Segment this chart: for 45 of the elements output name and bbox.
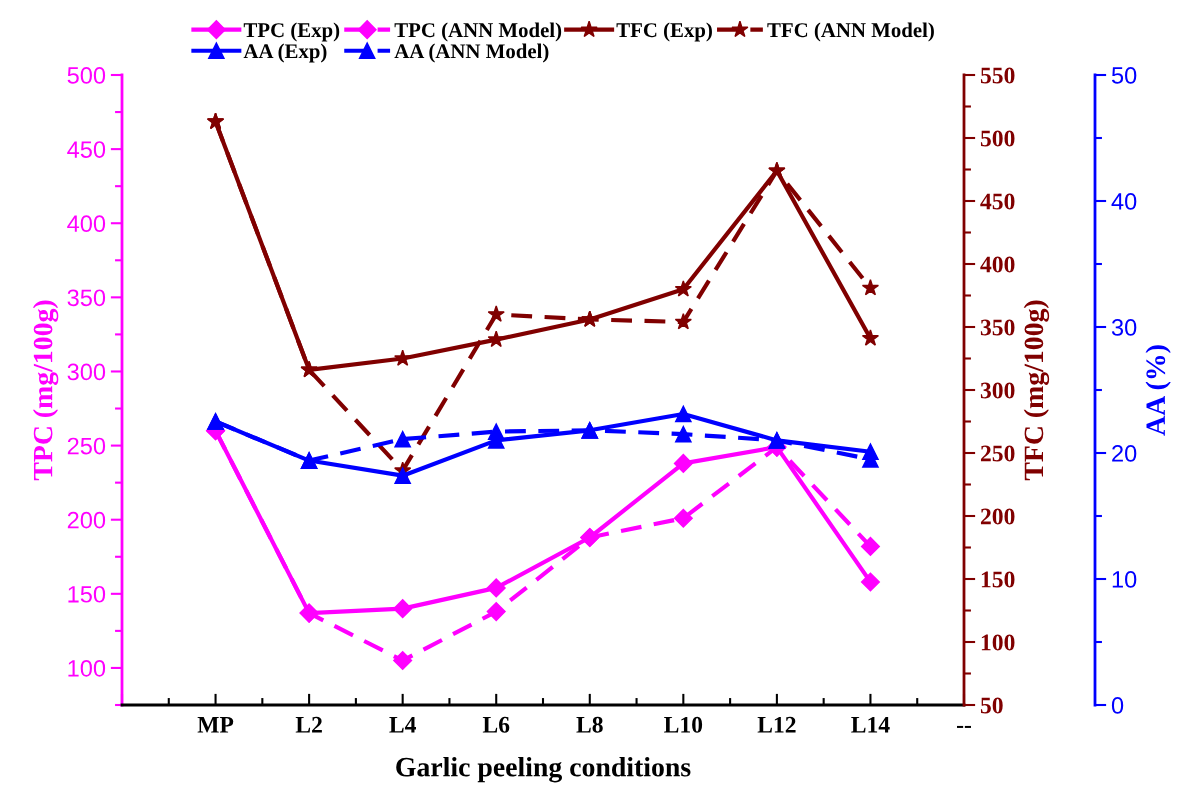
y2-axis-title: TFC (mg/100g)	[1023, 300, 1050, 481]
x-tick-label: L6	[482, 716, 510, 733]
y3-axis-title: AA (%)	[1145, 345, 1171, 436]
y2-tick-label: 400	[980, 256, 1015, 273]
x-axis-title: Garlic peeling conditions	[396, 756, 691, 783]
y3-tick-label: 0	[1111, 697, 1124, 714]
y3-tick-label: 40	[1111, 193, 1137, 210]
legend-label: AA (ANN Model)	[394, 43, 549, 63]
y2-tick-label: 50	[980, 697, 1003, 714]
y-tick-label: 100	[68, 660, 106, 677]
y-tick-label: 350	[67, 289, 106, 307]
y2-tick-label: 350	[980, 319, 1015, 336]
y3-tick-label: 50	[1111, 67, 1137, 84]
y2-tick-label: 250	[980, 445, 1015, 462]
y-tick-label: 450	[67, 141, 106, 158]
legend-label: TPC (ANN Model)	[394, 22, 562, 42]
y3-tick-label: 10	[1112, 571, 1137, 588]
y2-tick-label: 100	[981, 634, 1015, 651]
y-tick-label: 200	[67, 511, 106, 529]
y-tick-label: 400	[67, 215, 106, 233]
y3-tick-label: 30	[1111, 319, 1137, 336]
x-tick-label: L10	[664, 716, 703, 733]
x-tick-label: MP	[197, 717, 234, 733]
y2-tick-label: 550	[980, 67, 1015, 84]
y-tick-label: 300	[67, 363, 106, 381]
legend-label: TPC (Exp)	[243, 22, 340, 42]
y2-tick-label: 200	[980, 508, 1015, 525]
x-tick-label: L4	[389, 716, 416, 733]
y-axis-title: TPC (mg/100g)	[32, 300, 59, 481]
x-tick-label: L12	[757, 716, 796, 733]
x-tick-label: --	[957, 725, 971, 728]
y-tick-label: 250	[67, 437, 106, 455]
y-tick-label: 500	[67, 67, 106, 84]
legend-label: AA (Exp)	[243, 43, 327, 63]
y2-tick-label: 300	[980, 382, 1015, 399]
x-tick-label: L14	[851, 716, 890, 733]
y-tick-label: 150	[68, 585, 106, 603]
legend-label: TFC (Exp)	[616, 22, 712, 42]
legend-label: TFC (ANN Model)	[767, 22, 934, 42]
x-tick-label: L8	[576, 716, 603, 733]
y2-tick-label: 450	[980, 193, 1015, 210]
x-tick-label: L2	[295, 716, 322, 733]
y2-tick-label: 150	[981, 571, 1015, 588]
y2-tick-label: 500	[980, 130, 1015, 147]
y3-tick-label: 20	[1112, 445, 1137, 462]
